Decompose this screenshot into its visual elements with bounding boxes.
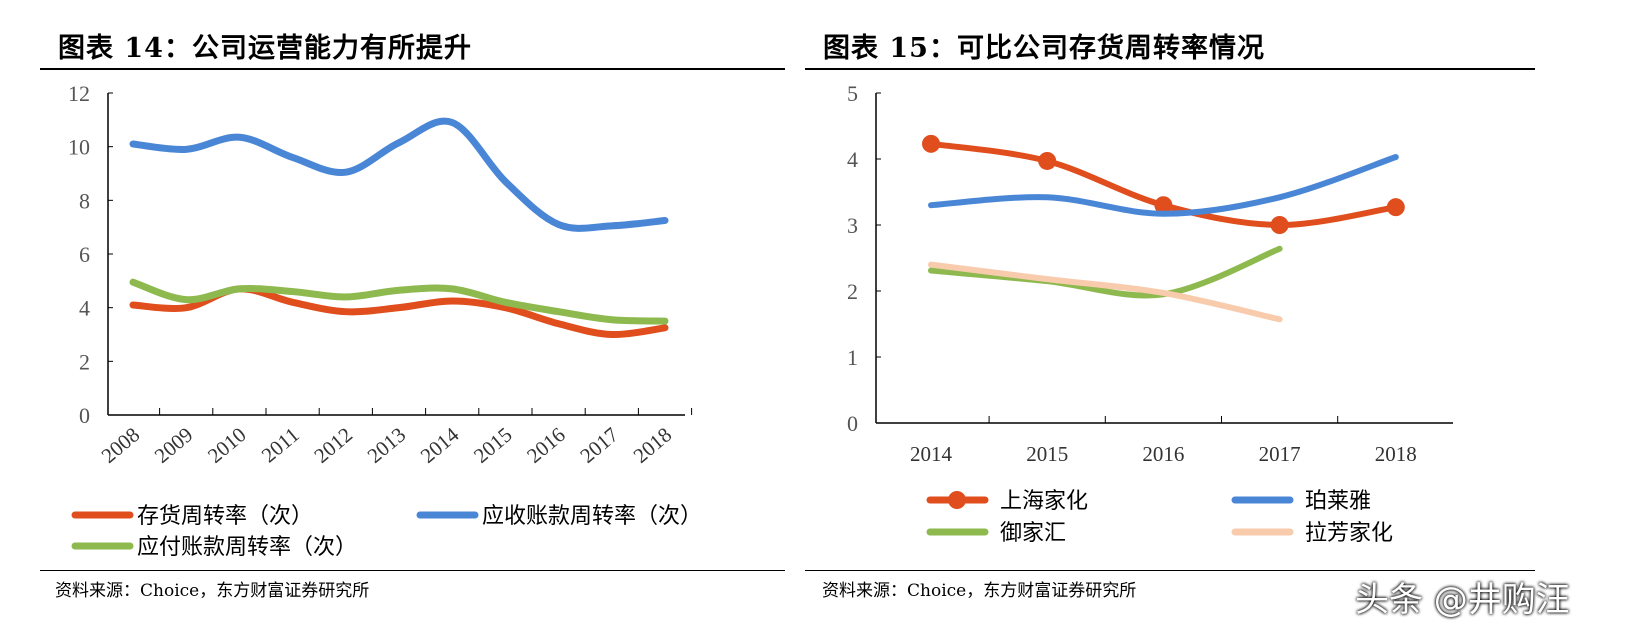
left-source: 资料来源：Choice，东方财富证券研究所	[55, 581, 370, 601]
legend-label-0: 存货周转率（次）	[137, 504, 313, 529]
legend-label-2: 应付账款周转率（次）	[137, 535, 357, 560]
series-line-3	[928, 261, 1283, 323]
x-tick-label: 2008	[97, 422, 145, 467]
x-tick-label: 2014	[416, 422, 464, 468]
left-chart-title: 图表 14：公司运营能力有所提升	[58, 33, 472, 64]
x-tick-label: 2009	[150, 422, 198, 467]
data-point-marker	[1270, 216, 1289, 234]
legend-label-1: 珀莱雅	[1305, 489, 1371, 514]
legend-label-2: 御家汇	[1000, 521, 1066, 546]
y-tick-label: 5	[847, 81, 858, 106]
legend-marker	[948, 491, 966, 509]
right-bottom-rule	[805, 570, 1535, 571]
x-tick-label: 2013	[363, 422, 411, 467]
right-source: 资料来源：Choice，东方财富证券研究所	[822, 581, 1137, 601]
left-bottom-rule	[40, 570, 785, 571]
data-point-marker	[1386, 198, 1405, 217]
series-line-1	[928, 154, 1399, 217]
x-tick-label: 2018	[1375, 442, 1417, 466]
y-tick-label: 0	[79, 403, 90, 428]
y-tick-label: 0	[847, 411, 858, 436]
y-tick-label: 4	[79, 296, 90, 321]
x-tick-label: 2017	[575, 422, 623, 467]
y-tick-label: 10	[68, 135, 90, 160]
x-tick-label: 2016	[1142, 442, 1184, 466]
y-tick-label: 2	[847, 279, 858, 304]
y-tick-label: 2	[79, 349, 90, 374]
right-chart-title: 图表 15：可比公司存货周转率情况	[823, 33, 1265, 64]
y-tick-label: 4	[847, 147, 858, 172]
x-tick-label: 2015	[469, 422, 517, 467]
x-tick-label: 2011	[257, 422, 304, 467]
x-tick-label: 2010	[203, 422, 251, 467]
y-tick-label: 8	[79, 188, 90, 213]
y-tick-label: 6	[79, 242, 90, 267]
x-tick-label: 2015	[1026, 442, 1068, 466]
right-title-rule	[805, 68, 1535, 70]
series-line-2	[129, 278, 669, 325]
x-tick-label: 2012	[309, 422, 357, 467]
y-tick-label: 1	[847, 345, 858, 370]
series-line-1	[129, 117, 669, 232]
series-line-2	[928, 245, 1283, 299]
x-tick-label: 2017	[1259, 442, 1301, 466]
legend-label-3: 拉芳家化	[1305, 521, 1393, 546]
data-point-marker	[1038, 151, 1057, 170]
watermark: 头条 @井购汪	[1355, 580, 1570, 620]
x-tick-label: 2014	[910, 442, 953, 466]
legend-label-0: 上海家化	[1000, 489, 1088, 514]
data-point-marker	[922, 134, 940, 153]
data-point-marker	[1154, 196, 1173, 215]
x-tick-label: 2018	[629, 422, 677, 467]
y-tick-label: 3	[847, 213, 858, 238]
y-tick-label: 12	[68, 81, 90, 106]
x-tick-label: 2016	[522, 422, 570, 467]
left-title-rule	[40, 68, 785, 70]
legend-label-1: 应收账款周转率（次）	[482, 504, 702, 529]
